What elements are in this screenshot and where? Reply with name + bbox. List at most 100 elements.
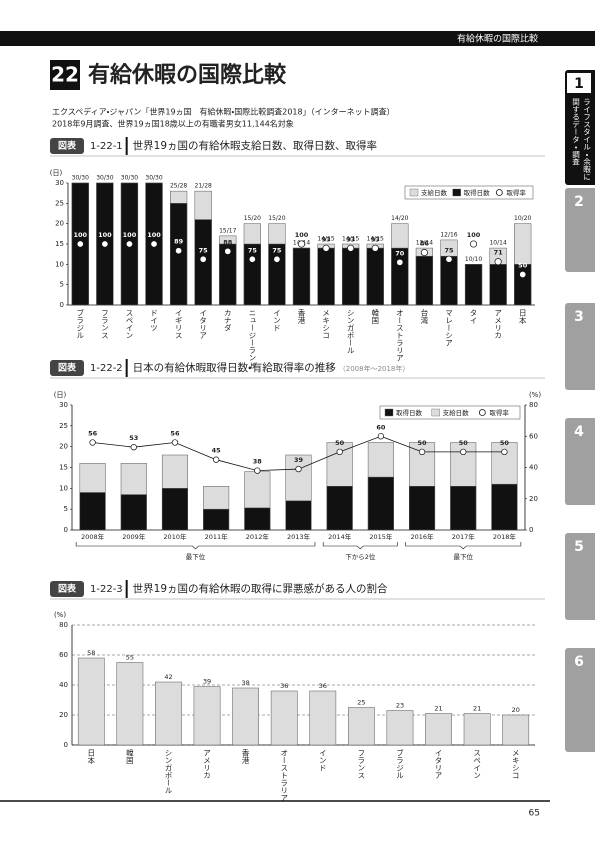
value-label: 20: [512, 706, 520, 714]
rate-marker: [150, 240, 158, 248]
bar-top-label: 30/30: [121, 175, 138, 182]
rate-label: 50: [459, 439, 469, 447]
x-tick-label: マレーシア: [444, 309, 453, 347]
x-tick-label: スペイン: [125, 309, 134, 339]
rate-marker: [519, 270, 527, 279]
value-label: 38: [241, 679, 249, 687]
y2-tick-label: 20: [529, 495, 538, 503]
x-tick-label: 2017年: [452, 532, 476, 541]
bar: [464, 264, 483, 306]
bar-top-label: 10/14: [489, 240, 506, 247]
rate-label: 86: [420, 240, 430, 248]
rate-label: 100: [147, 231, 161, 239]
tab-number: 2: [574, 194, 584, 210]
x-tick-label: オーストラリア: [280, 749, 289, 802]
figure-number: 1-22-3: [90, 584, 123, 595]
rate-label: 75: [444, 246, 454, 254]
figure-divider: [125, 137, 128, 155]
figure-badge: [50, 581, 84, 597]
bar: [348, 707, 375, 746]
bar: [161, 488, 188, 531]
legend-label: 取得率: [506, 188, 526, 197]
section-title: 有給休暇の国際比較: [88, 62, 287, 88]
y2-tick-label: 40: [529, 464, 538, 472]
rate-marker: [418, 448, 426, 456]
bar: [463, 713, 491, 746]
bar-top-label: 30/30: [72, 175, 89, 182]
figure-divider: [125, 359, 128, 377]
rate-marker: [470, 240, 478, 248]
bar: [219, 243, 237, 306]
bracket: [322, 542, 398, 550]
x-tick-label: ドイツ: [150, 309, 159, 332]
bar: [367, 476, 394, 531]
chapter-tab[interactable]: [565, 418, 595, 505]
rate-marker: [76, 240, 84, 248]
legend-label: 取得率: [489, 408, 509, 417]
bar: [450, 486, 477, 531]
figure-number: 1-22-1: [90, 141, 123, 152]
y-tick-label: 80: [59, 621, 68, 629]
bracket: [75, 542, 316, 550]
x-tick-label: フランス: [357, 749, 366, 779]
y-tick-label: 5: [60, 281, 64, 289]
figure-badge: [50, 138, 84, 154]
y-tick-label: 20: [55, 220, 64, 228]
rate-label: 56: [88, 430, 98, 438]
y-tick-label: 15: [59, 464, 68, 472]
chapter-tab[interactable]: [565, 303, 595, 390]
bar: [366, 247, 384, 306]
rate-marker: [175, 247, 183, 255]
bar: [243, 243, 261, 306]
value-label: 58: [87, 649, 95, 657]
bar: [79, 492, 106, 531]
bar-top-label: 14/15: [342, 236, 359, 243]
x-tick-label: ブラジル: [395, 748, 404, 779]
rate-marker: [377, 433, 385, 440]
bar: [514, 264, 532, 306]
bar-top-label: 15/17: [219, 227, 236, 234]
value-label: 36: [280, 682, 288, 690]
rate-marker: [171, 439, 179, 446]
tab-number: 6: [574, 654, 584, 670]
chapter-tab[interactable]: [565, 533, 595, 620]
tab-number: 3: [574, 309, 584, 325]
rate-marker: [254, 467, 261, 474]
rate-label: 100: [98, 231, 112, 239]
x-tick-label: メキシコ: [511, 749, 520, 779]
rate-marker: [322, 244, 330, 252]
rate-label: 50: [418, 439, 428, 447]
bar: [489, 264, 507, 306]
x-tick-label: シンガポール: [164, 749, 173, 794]
x-tick-label: 2013年: [287, 532, 311, 541]
y-tick-label: 20: [59, 711, 68, 719]
x-tick-label: 韓国: [370, 308, 379, 326]
chapter-tab[interactable]: [565, 70, 595, 185]
rate-marker: [101, 240, 109, 248]
chapter-tab[interactable]: [565, 188, 595, 272]
rate-marker: [297, 240, 306, 248]
value-label: 25: [357, 699, 365, 707]
source-line: 2018年9月調査、世界19ヵ国18歳以上の有職者男女11,144名対象: [52, 119, 294, 129]
rate-marker: [396, 258, 404, 266]
y-tick-label: 60: [59, 651, 68, 659]
header-band: [0, 31, 595, 46]
y2-tick-label: 60: [529, 432, 538, 440]
x-tick-label: 2014年: [328, 532, 352, 541]
bar-top-label: 12/14: [416, 240, 433, 247]
x-tick-label: イギリス: [174, 309, 183, 339]
rate-label: 75: [248, 246, 258, 254]
rate-marker: [273, 255, 281, 263]
bracket-label: 下から2位: [345, 552, 376, 561]
bracket-label: 最下位: [186, 552, 206, 561]
figure-title: 日本の有給休暇取得日数・有給取得率の推移: [133, 361, 337, 374]
chapter-tab[interactable]: [565, 648, 595, 752]
rate-label: 50: [335, 439, 345, 447]
x-tick-label: 2018年: [493, 532, 517, 541]
x-tick-label: 香港: [297, 308, 306, 325]
rate-label: 100: [467, 231, 481, 239]
rate-marker: [494, 258, 502, 266]
rate-marker: [130, 444, 137, 451]
x-tick-label: 日本: [87, 749, 96, 766]
legend-box: [404, 185, 534, 200]
